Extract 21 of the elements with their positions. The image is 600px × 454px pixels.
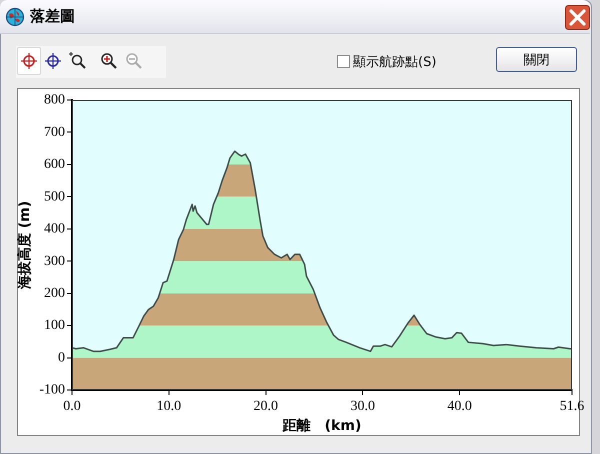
y-tick-label: 400 [44,222,65,237]
x-tick-label: 10.0 [156,399,182,414]
y-tick-label: 0 [58,350,65,366]
x-tick-label: 20.0 [254,399,278,414]
x-tick-label: 0.0 [63,399,81,414]
y-tick-label: -100 [39,382,65,398]
y-tick-label: 800 [44,92,65,108]
y-tick-label: 600 [44,157,65,172]
close-button: 關閉 [496,47,577,72]
x-tick-label: 40.0 [447,399,472,414]
y-axis-title: 海拔高度 (m) [16,200,34,290]
x-tick-label: 51.6 [560,399,584,414]
x-tick-label: 30.0 [350,399,375,414]
text: 顯示航跡點(S) [353,54,436,71]
y-tick-label: 700 [44,124,65,140]
y-tick-label: 500 [44,189,65,204]
chart-title: 落差圖 [30,7,75,26]
x-axis-title: 距離 (km) [282,418,362,434]
y-tick-label: 100 [44,318,65,334]
y-tick-label: 300 [44,254,65,269]
y-tick-label: 200 [44,286,65,302]
